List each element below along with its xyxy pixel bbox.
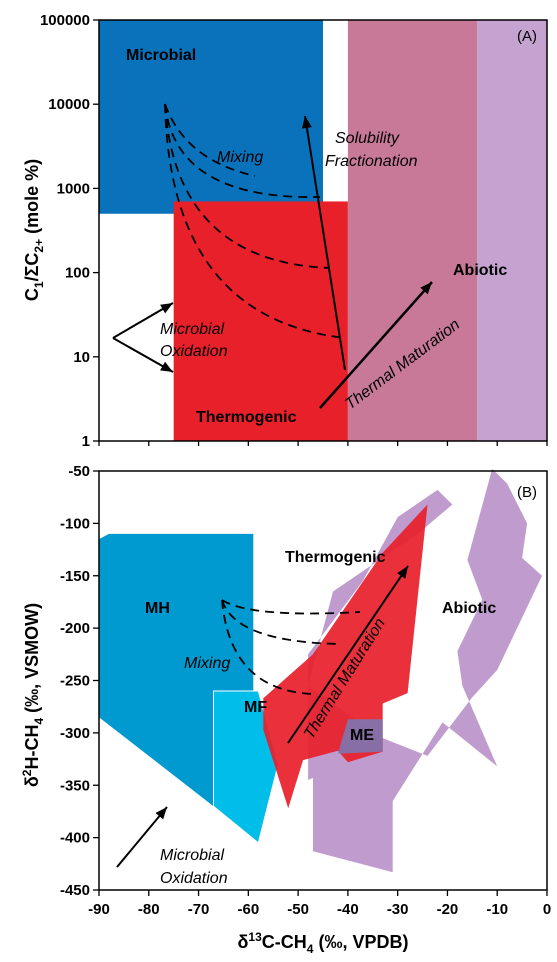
y-tick-label-b: -300: [60, 725, 90, 742]
field-abiotic-extension-a: [477, 20, 547, 441]
y-tick-label-a: 1000: [57, 180, 90, 197]
maturation-arrow-b-head: [397, 566, 408, 579]
y-tick-label-b: -450: [60, 882, 90, 899]
oxidation-arrow-a-down-head: [160, 361, 173, 372]
label-oxidation-b-1: Microbial: [160, 847, 224, 864]
solubility-arrow-head: [301, 116, 312, 129]
maturation-arrow-a: [319, 281, 433, 409]
y-tick-label-b: -200: [60, 620, 90, 637]
x-tick-label-b: -80: [138, 901, 160, 918]
label-oxidation-a-1: Microbial: [160, 321, 224, 338]
label-microbial-a: Microbial: [126, 47, 196, 64]
x-tick-label-b: -20: [437, 901, 459, 918]
field-abiotic-a: [347, 20, 478, 441]
x-tick-label-b: -90: [88, 901, 110, 918]
plot-frame-a: [98, 19, 548, 442]
panel-a-tag: (A): [517, 28, 537, 45]
x-tick-label-b: -70: [188, 901, 210, 918]
field-thermogenic-b: [263, 504, 428, 809]
label-mh: MH: [145, 600, 170, 617]
oxidation-arrow-a-up-head: [160, 303, 173, 314]
y-tick-label-a: 100000: [40, 12, 90, 29]
y-tick-label-a: 1: [82, 433, 90, 450]
y-axis-title-b: δ2H-CH4 (‰, VSMOW): [20, 603, 46, 787]
x-tick-label-b: -10: [486, 901, 508, 918]
mixing-curve-a: [164, 103, 256, 177]
mixing-curve-a: [164, 103, 321, 198]
y-tick-label-b: -150: [60, 568, 90, 585]
field-mh-b: [99, 533, 254, 807]
mixing-curve-b: [221, 599, 361, 615]
panel-a: 1 10 100 1000 10000 100000: [40, 12, 548, 450]
oxidation-arrow-b-head: [155, 807, 167, 820]
label-me: ME: [350, 727, 374, 744]
label-abiotic-a: Abiotic: [453, 262, 507, 279]
label-mixing-b: Mixing: [184, 655, 230, 672]
maturation-arrow-b: [287, 565, 409, 744]
y-tick-label-a: 10000: [48, 96, 90, 113]
mixing-curve-a: [164, 103, 346, 339]
y-axis-title-a: C1/ΣC2+ (mole %): [22, 159, 46, 301]
y-tick-label-a: 10: [73, 349, 90, 366]
x-tick-label-b: -60: [237, 901, 259, 918]
field-mf-b: [213, 690, 279, 844]
oxidation-arrow-b: [116, 806, 168, 868]
maturation-arrow-a-head: [420, 282, 432, 295]
panel-b-tag: (B): [517, 484, 537, 501]
y-tick-label-b: -50: [68, 463, 90, 480]
y-tick-label-a: 100: [65, 265, 90, 282]
label-solubility-2: Fractionation: [325, 153, 418, 170]
label-mixing-a: Mixing: [217, 149, 263, 166]
label-oxidation-b-2: Oxidation: [160, 870, 228, 887]
x-axis-title-b: δ13C-CH4 (‰, VPDB): [238, 930, 409, 956]
mixing-curve-b: [221, 599, 341, 645]
solubility-arrow: [304, 115, 346, 371]
field-microbial-a: [99, 20, 323, 214]
x-tick-label-b: 0: [543, 901, 551, 918]
y-tick-label-b: -400: [60, 830, 90, 847]
mixing-curve-a: [164, 103, 331, 269]
label-thermogenic-a: Thermogenic: [196, 409, 297, 426]
x-tick-label-b: -40: [337, 901, 359, 918]
label-thermogenic-b: Thermogenic: [285, 549, 386, 566]
field-me-b: [337, 719, 383, 754]
y-tick-label-b: -250: [60, 673, 90, 690]
label-mf: MF: [244, 699, 267, 716]
field-thermogenic-a: [173, 201, 348, 441]
mixing-curve-b: [221, 599, 313, 695]
y-tick-label-b: -100: [60, 515, 90, 532]
x-tick-label-b: -30: [387, 901, 409, 918]
field-abiotic-b: [308, 468, 542, 873]
y-tick-label-b: -350: [60, 777, 90, 794]
label-solubility-1: Solubility: [335, 130, 400, 147]
panel-b: -450-400-350-300-250-200-150-100-50-90 -8…: [60, 463, 551, 918]
label-oxidation-a-2: Oxidation: [160, 343, 228, 360]
label-abiotic-b: Abiotic: [442, 600, 496, 617]
x-tick-label-b: -50: [287, 901, 309, 918]
